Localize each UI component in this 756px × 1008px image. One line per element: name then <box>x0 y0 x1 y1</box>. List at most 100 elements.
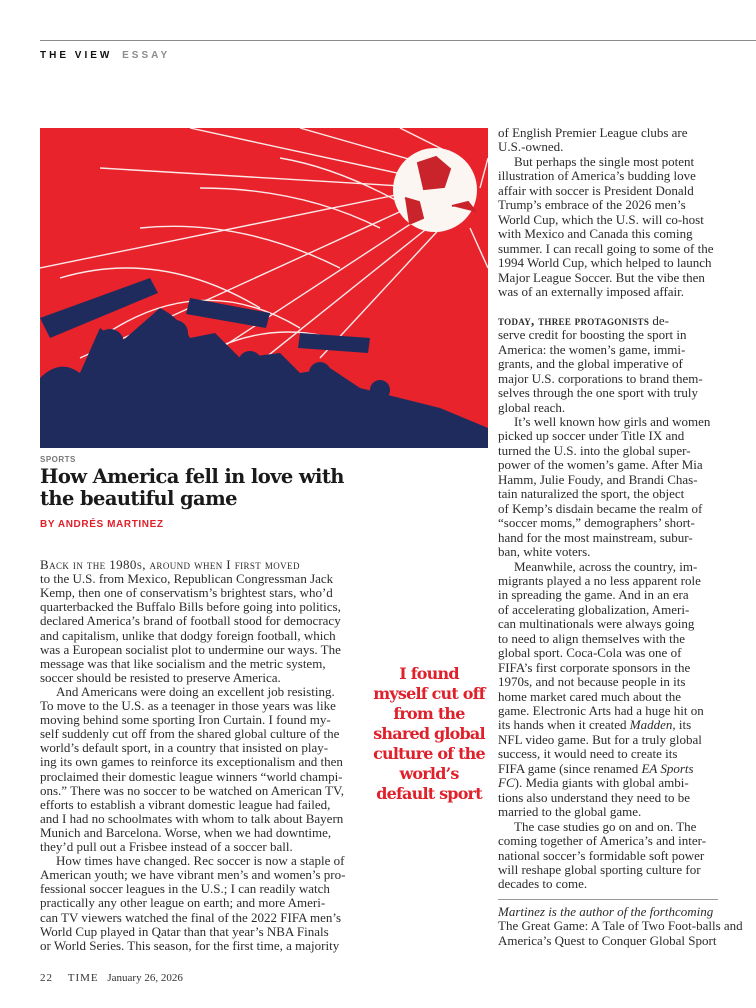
text-line: soccer should be resisted to preserve Am… <box>40 669 281 685</box>
text-line: will reshape global sporting culture for <box>498 861 701 877</box>
scarf-middle <box>186 298 270 328</box>
text-line: How times have changed. Rec soccer is no… <box>56 853 345 869</box>
text-line: “soccer moms,” demographers’ short- <box>498 515 695 531</box>
text-line: affair with soccer is President Donald <box>498 182 694 198</box>
text-line: self suddenly cut off from the shared gl… <box>40 726 340 742</box>
top-rule <box>40 40 756 41</box>
text-segment: its <box>675 717 692 733</box>
text-line: 1970s, and not because people in its <box>498 674 686 690</box>
text-line: World Cup, which the U.S. will co-host <box>498 211 704 227</box>
text-line: quarterbacked the Buffalo Bills before g… <box>40 599 341 615</box>
text-line: of English Premier League clubs are <box>498 125 688 140</box>
text-line: can multinationals were always going <box>498 616 695 632</box>
text-line: Meanwhile, across the country, im- <box>514 558 698 574</box>
text-line: FC). Media giants with global ambi- <box>498 776 689 790</box>
text-line: hand for the most mainstream, subur- <box>498 529 693 545</box>
text-line: tain naturalized the sport, the object <box>498 486 685 502</box>
text-line: was a European socialist plot to undermi… <box>40 641 341 657</box>
author-bio: Martinez is the author of the forthcomin… <box>498 904 748 948</box>
text-segment: FC <box>498 775 515 791</box>
article-kicker: SPORTS <box>40 455 76 464</box>
text-line: of accelerating globalization, Ameri- <box>498 601 690 617</box>
fan-silhouettes <box>40 278 488 448</box>
text-line: selves through the one sport with truly <box>498 385 699 401</box>
text-segment: its hands when it created <box>498 717 630 733</box>
text-line: message was that like socialism and the … <box>40 655 326 671</box>
text-line: American youth; we have vibrant men’s an… <box>40 867 346 883</box>
page-number: 22 <box>40 972 53 984</box>
text-line: moving behind some sporting Iron Curtain… <box>40 712 331 728</box>
author-bio-intro: Martinez is the author of the forthcomin… <box>498 904 714 919</box>
text-line: its hands when it created Madden, its <box>498 718 691 732</box>
text-line: FIFA’s first corporate sponsors in the <box>498 659 691 675</box>
text-line: with Mexico and Canada this coming <box>498 226 693 242</box>
text-line: ban, white voters. <box>498 544 591 560</box>
page-footer: 22 TIME January 26, 2026 <box>40 972 183 984</box>
hero-illustration <box>40 128 488 448</box>
article-headline: How America fell in love with the beauti… <box>40 465 344 510</box>
text-line: U.S.-owned. <box>498 139 564 155</box>
text-line: It’s well known how girls and women <box>514 414 711 429</box>
text-line: coming together of America’s and inter- <box>498 833 707 849</box>
author-bio-book: The Great Game: A Tale of Two Foot-balls… <box>498 918 743 948</box>
text-line: The case studies go on and on. The <box>514 818 697 834</box>
issue-date: January 26, 2026 <box>107 972 183 984</box>
text-line: to the U.S. from Mexico, Republican Cong… <box>40 571 334 587</box>
text-line: they’d pull out a Frisbee instead of a s… <box>40 839 293 854</box>
text-line: illustration of America’s budding love <box>498 168 696 184</box>
text-line: home market cared much about the <box>498 688 682 704</box>
text-line: World Cup played in Qatar than that year… <box>40 923 329 939</box>
text-line: proclaimed their domestic league winners… <box>40 768 343 784</box>
pull-quote: I found myself cut off from the shared g… <box>373 664 486 803</box>
text-line: can TV viewers watched the final of the … <box>40 909 342 925</box>
section-label: THE VIEW ESSAY <box>40 50 170 61</box>
text-line: power of the women’s game. After Mia <box>498 457 703 473</box>
text-line: global sport. Coca-Cola was one of <box>498 645 682 661</box>
scarf-right <box>298 333 370 353</box>
text-line: migrants played a no less apparent role <box>498 572 701 588</box>
text-line: America: the women’s game, immi- <box>498 341 686 357</box>
text-line: game. Electronic Arts had a huge hit on <box>498 703 704 718</box>
text-segment: FIFA game (since renamed <box>498 760 642 776</box>
magazine-name: TIME <box>67 972 99 984</box>
text-line: fessional soccer leagues in the U.S.; I … <box>40 881 330 897</box>
text-line: To move to the U.S. as a teenager in tho… <box>40 698 336 713</box>
text-line: tions also understand they need to be <box>498 789 691 805</box>
text-line: or World Series. This season, for the fi… <box>40 937 340 953</box>
text-line: NFL video game. But for a truly global <box>498 731 702 747</box>
text-line: today, three protagonists de- <box>498 312 669 328</box>
text-line: turned the U.S. into the global super- <box>498 442 691 458</box>
text-line: Trump’s embrace of the 2026 men’s <box>498 197 686 213</box>
section-primary: THE VIEW <box>40 50 113 61</box>
text-segment: de- <box>649 312 669 328</box>
text-line: And Americans were doing an excellent jo… <box>56 683 335 699</box>
text-line: married to the global game. <box>498 804 642 820</box>
text-line: efforts to establish a vibrant domestic … <box>40 796 331 812</box>
text-segment: ). Media giants with global ambi- <box>514 775 689 791</box>
text-line: FIFA game (since renamed EA Sports <box>498 760 694 776</box>
text-line: national soccer’s formidable soft power <box>498 847 705 863</box>
text-line: ing its own games to reinforce its excep… <box>40 754 343 770</box>
text-line: Back in the 1980s, around when I first m… <box>40 557 300 572</box>
text-segment: EA Sports <box>641 760 694 776</box>
text-line: grants, and the global imperative of <box>498 356 683 372</box>
text-line: serve credit for boosting the sport in <box>498 327 687 343</box>
scarf-left <box>40 278 158 338</box>
text-line: Hamm, Julie Foudy, and Brandi Chas- <box>498 471 698 487</box>
text-line: Major League Soccer. But the vibe then <box>498 269 705 285</box>
text-line: global reach. <box>498 399 566 415</box>
text-line: major U.S. corporations to brand them- <box>498 370 703 386</box>
text-line: world’s default sport, in a country that… <box>40 740 329 756</box>
text-line: ons.” There was no soccer to be watched … <box>40 782 344 798</box>
text-line: Kemp, then one of conservatism’s brighte… <box>40 585 333 601</box>
text-segment: Madden, <box>629 717 676 733</box>
text-line: success, it would need to create its <box>498 746 678 762</box>
text-line: picked up soccer under Title IX and <box>498 428 685 444</box>
text-line: and capitalism, unlike that dodgy foreig… <box>40 627 336 643</box>
text-line: of Kemp’s disdain became the realm of <box>498 500 703 516</box>
text-line: practically any other league on earth; a… <box>40 895 326 911</box>
soccer-ball-icon <box>393 148 477 232</box>
text-line: Munich and Barcelona. Worse, when we had… <box>40 824 332 840</box>
section-secondary: ESSAY <box>122 50 171 61</box>
text-segment: today, three protagonists <box>498 312 650 328</box>
